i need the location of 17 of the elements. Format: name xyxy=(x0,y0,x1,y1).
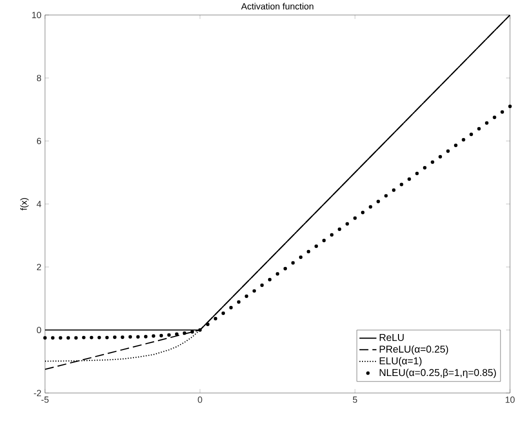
y-tick-label: 8 xyxy=(36,74,42,82)
legend-label: PReLU(α=0.25) xyxy=(380,345,448,355)
y-tick-label: 2 xyxy=(36,264,42,270)
y-tick-label: 6 xyxy=(36,138,42,144)
y-tick-label: 10 xyxy=(32,12,42,18)
x-tick-label: 10 xyxy=(506,396,515,403)
legend-label: ReLU xyxy=(380,334,404,341)
x-tick-label: 5 xyxy=(352,396,358,403)
legend-label: NLEU(α=0.25,β=1,η=0.85) xyxy=(380,368,496,378)
y-tick-label: -2 xyxy=(34,390,42,396)
x-tick-label: 0 xyxy=(198,396,202,403)
y-tick-label: 4 xyxy=(36,200,42,208)
y-tick-label: 0 xyxy=(36,326,42,334)
x-tick-label: -5 xyxy=(41,396,49,403)
legend-label: ELU(α=1) xyxy=(380,357,422,366)
chart-title: Activation function xyxy=(241,2,314,10)
y-axis-title: f(x) xyxy=(20,198,29,210)
